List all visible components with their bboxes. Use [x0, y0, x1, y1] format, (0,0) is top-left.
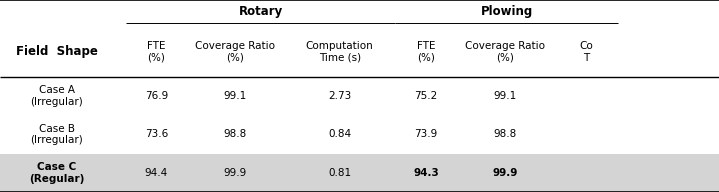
Text: Case B
(Irregular): Case B (Irregular) — [30, 124, 83, 145]
Text: 94.3: 94.3 — [413, 168, 439, 178]
Text: 99.9: 99.9 — [224, 168, 247, 178]
Text: Case C
(Regular): Case C (Regular) — [29, 162, 84, 184]
Text: 2.73: 2.73 — [328, 91, 352, 101]
Text: Computation
Time (s): Computation Time (s) — [306, 41, 374, 63]
Text: 0.84: 0.84 — [328, 129, 352, 139]
Text: Coverage Ratio
(%): Coverage Ratio (%) — [196, 41, 275, 63]
Text: 98.8: 98.8 — [493, 129, 517, 139]
Text: 99.9: 99.9 — [493, 168, 518, 178]
Bar — [0, 115, 719, 154]
Text: 99.1: 99.1 — [224, 91, 247, 101]
Text: 73.9: 73.9 — [414, 129, 438, 139]
Text: 99.1: 99.1 — [493, 91, 517, 101]
Text: FTE
(%): FTE (%) — [417, 41, 435, 63]
Text: Case A
(Irregular): Case A (Irregular) — [30, 85, 83, 107]
Text: Field  Shape: Field Shape — [16, 45, 98, 58]
Text: 75.2: 75.2 — [414, 91, 438, 101]
Bar — [0, 0, 719, 77]
Text: 98.8: 98.8 — [224, 129, 247, 139]
Text: Rotary: Rotary — [239, 5, 283, 18]
Text: Plowing: Plowing — [481, 5, 533, 18]
Text: FTE
(%): FTE (%) — [147, 41, 165, 63]
Text: 0.81: 0.81 — [328, 168, 352, 178]
Bar — [0, 77, 719, 115]
Text: 76.9: 76.9 — [145, 91, 168, 101]
Text: 73.6: 73.6 — [145, 129, 168, 139]
Text: Coverage Ratio
(%): Coverage Ratio (%) — [465, 41, 545, 63]
Bar — [0, 154, 719, 192]
Text: 94.4: 94.4 — [145, 168, 168, 178]
Text: Co
T: Co T — [579, 41, 593, 63]
